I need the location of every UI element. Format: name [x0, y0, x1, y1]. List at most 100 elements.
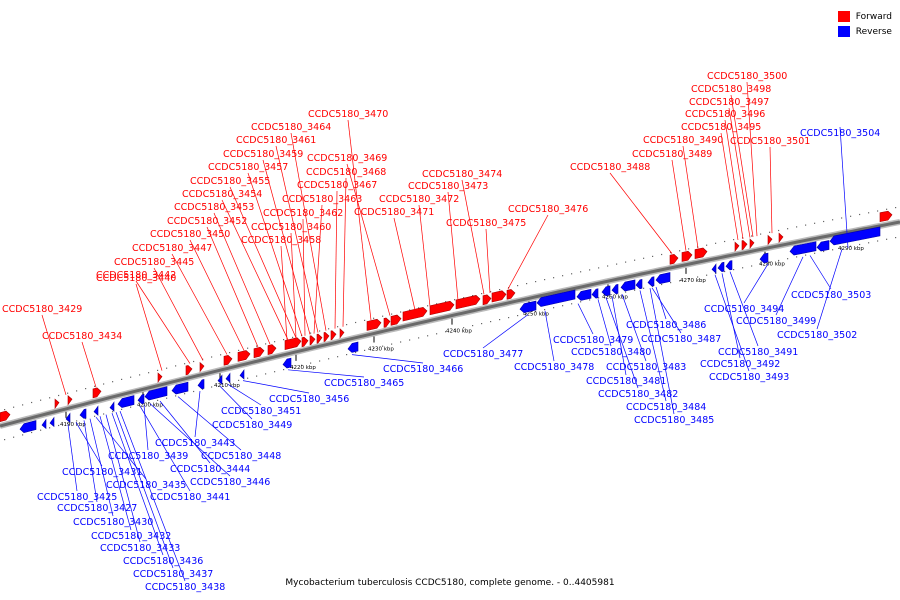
forward-leader-line — [262, 159, 311, 335]
minor-tick-upper — [652, 255, 654, 257]
reverse-gene-arrow — [19, 420, 37, 433]
minor-tick-upper — [463, 297, 465, 299]
reverse-gene-label: CCDC5180_3465 — [324, 378, 404, 389]
forward-leader-line — [213, 212, 271, 345]
reverse-gene-arrow — [519, 300, 537, 314]
minor-tick-upper — [841, 217, 843, 219]
forward-leader-line — [275, 145, 319, 333]
minor-tick-lower — [616, 293, 618, 295]
reverse-leader-line — [227, 384, 262, 406]
minor-tick-lower — [841, 247, 843, 249]
minor-tick-upper — [688, 248, 690, 250]
forward-gene — [402, 307, 428, 322]
forward-leader-line — [418, 204, 431, 307]
forward-gene-label: CCDC5180_3470 — [308, 109, 388, 120]
forward-leader-line — [507, 214, 549, 290]
forward-gene-arrow — [741, 240, 748, 251]
minor-tick-upper — [436, 303, 438, 305]
minor-tick-lower — [697, 276, 699, 278]
minor-tick-upper — [193, 360, 195, 363]
forward-gene-arrow — [92, 387, 102, 399]
minor-tick-lower — [265, 373, 267, 375]
forward-leader-line — [81, 341, 97, 388]
reverse-leader-line — [177, 396, 242, 451]
reverse-leader-line — [775, 256, 804, 316]
reverse-gene-arrow — [611, 284, 619, 295]
minor-tick-upper — [760, 233, 762, 235]
minor-tick-lower — [274, 371, 276, 373]
minor-tick-lower — [382, 345, 384, 347]
kbp-tick-label: 4280 kbp — [759, 262, 785, 268]
minor-tick-lower — [778, 259, 780, 262]
forward-gene-arrow — [767, 234, 773, 246]
reverse-gene — [759, 252, 769, 264]
minor-tick-upper — [715, 242, 717, 244]
minor-tick-upper — [517, 285, 519, 287]
reverse-gene-label: CCDC5180_3466 — [383, 364, 463, 375]
reverse-leader-line — [816, 249, 843, 330]
forward-gene-label: CCDC5180_3469 — [307, 153, 387, 164]
forward-leader-line — [746, 81, 758, 237]
forward-leader-line — [334, 190, 338, 329]
forward-gene-arrow — [749, 238, 755, 249]
kbp-tick-label: 4200 kbp — [137, 402, 163, 408]
forward-gene — [237, 350, 251, 362]
forward-gene-arrow — [778, 232, 784, 244]
kbp-tick-label: 4260 kbp — [602, 294, 628, 300]
forward-gene-label: CCDC5180_3455 — [190, 176, 270, 187]
reverse-gene — [49, 416, 55, 428]
minor-tick-lower — [688, 278, 690, 280]
forward-leader-line — [347, 119, 372, 321]
forward-leader-line — [290, 132, 327, 331]
minor-tick-lower — [13, 436, 15, 438]
kbp-tick-label: 4210 kbp — [214, 383, 240, 389]
reverse-gene-label: CCDC5180_3446 — [190, 477, 270, 488]
reverse-leader-line — [139, 405, 191, 492]
minor-tick-lower — [454, 329, 456, 331]
minor-tick-lower — [202, 388, 204, 390]
reverse-gene-arrow — [282, 357, 292, 369]
minor-tick-lower — [670, 282, 672, 284]
reverse-gene — [217, 374, 223, 385]
minor-tick-lower — [436, 333, 438, 335]
reverse-gene-arrow — [536, 289, 576, 307]
forward-gene — [734, 241, 740, 253]
reverse-gene-label: CCDC5180_3477 — [443, 349, 523, 360]
forward-leader-line — [41, 314, 67, 396]
minor-tick-upper — [625, 261, 627, 263]
minor-tick-lower — [409, 339, 411, 341]
forward-gene-label: CCDC5180_3498 — [691, 84, 771, 95]
minor-tick-lower — [724, 270, 726, 273]
reverse-gene — [137, 393, 145, 405]
minor-tick-upper — [13, 406, 15, 408]
minor-tick-upper — [310, 332, 312, 334]
minor-tick-lower — [247, 377, 249, 379]
minor-tick-upper — [67, 392, 69, 394]
minor-tick-upper — [220, 354, 222, 356]
reverse-gene — [591, 288, 599, 299]
minor-tick-upper — [679, 250, 681, 252]
forward-leader-line — [609, 172, 673, 254]
minor-tick-lower — [31, 431, 33, 434]
forward-gene — [767, 234, 773, 246]
forward-gene — [0, 410, 11, 423]
forward-gene-arrow — [67, 395, 73, 406]
minor-tick-upper — [670, 252, 672, 254]
forward-gene — [741, 240, 748, 251]
minor-tick-lower — [49, 427, 51, 429]
forward-gene — [92, 387, 102, 399]
reverse-gene — [711, 263, 717, 274]
minor-tick-upper — [229, 352, 231, 354]
minor-tick-lower — [58, 424, 60, 427]
minor-tick-upper — [112, 381, 114, 383]
minor-tick-lower — [211, 386, 213, 388]
forward-gene-label: CCDC5180_3501 — [730, 136, 810, 147]
minor-tick-lower — [634, 289, 636, 291]
minor-tick-lower — [292, 366, 294, 368]
forward-gene-arrow — [879, 210, 893, 223]
minor-tick-upper — [490, 291, 492, 293]
reverse-leader-line — [714, 274, 750, 372]
forward-gene-label: CCDC5180_3445 — [114, 257, 194, 268]
reverse-leader-line — [597, 299, 612, 347]
forward-leader-line — [346, 163, 391, 316]
